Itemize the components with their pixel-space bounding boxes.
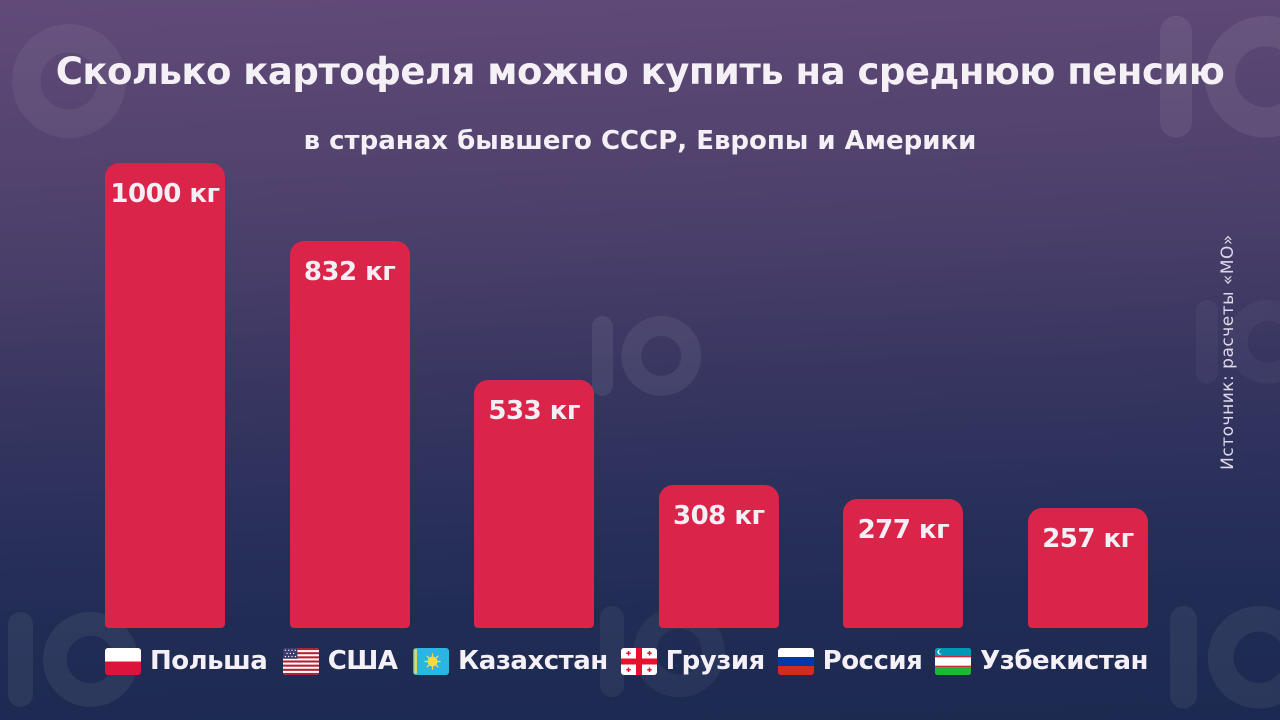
category-label-poland: Польша [105,638,268,684]
logo-watermark-stem [1170,606,1197,709]
bar-poland: 1000 кг [105,163,225,628]
bar-column-poland: 1000 кг [105,163,225,628]
logo-watermark [0,24,126,138]
bar-value-label: 308 кг [673,501,765,531]
georgia-flag-icon [620,647,657,675]
logo-watermark-ring [1207,606,1280,709]
bar-value-label: 1000 кг [110,179,220,209]
category-label-russia: Россия [777,638,923,684]
category-row: Польша США Казахстан Грузия Россия Узбекистан [105,638,1148,684]
category-label-usa: США [280,638,400,684]
poland-flag-icon [105,647,141,675]
category-name: Узбекистан [980,646,1148,676]
category-name: Польша [150,646,268,676]
bar-uzbekistan: 257 кг [1027,508,1148,628]
source-note: Источник: расчеты «МО» [1218,234,1238,470]
bar-usa: 832 кг [289,241,410,628]
logo-watermark [1196,300,1280,384]
logo-watermark-stem [8,612,33,707]
logo-watermark [592,316,702,396]
bar-column-kazakhstan: 533 кг [474,163,595,628]
chart-subtitle: в странах бывшего СССР, Европы и Америки [303,126,977,156]
bar-column-usa: 832 кг [289,163,410,628]
bar-value-label: 832 кг [303,257,396,287]
uzbekistan-flag-icon [935,647,972,675]
logo-watermark [1170,606,1280,709]
logo-watermark-stem [592,316,613,396]
bar-column-georgia: 308 кг [658,163,779,628]
logo-watermark-stem [600,606,624,698]
logo-watermark-stem [1196,300,1218,384]
bar-value-label: 533 кг [488,396,580,426]
category-label-uzbekistan: Узбекистан [935,638,1148,684]
logo-watermark [1160,16,1280,138]
category-name: Россия [822,646,923,676]
logo-watermark-stem [1160,16,1192,138]
plot-area: 1000 кг 832 кг 533 кг 308 кг 277 кг 257 кг [105,163,1148,628]
russia-flag-icon [777,647,814,675]
category-name: Грузия [665,646,766,676]
category-label-kazakhstan: Казахстан [413,638,608,684]
chart-title: Сколько картофеля можно купить на средню… [55,50,1225,93]
bar-russia: 277 кг [843,499,964,628]
bar-column-uzbekistan: 257 кг [1027,163,1148,628]
category-name: Казахстан [458,646,608,676]
bar-value-label: 277 кг [857,515,950,545]
bar-column-russia: 277 кг [843,163,964,628]
bar-kazakhstan: 533 кг [474,380,595,628]
category-name: США [327,646,398,676]
bar-value-label: 257 кг [1042,524,1134,554]
usa-flag-icon [282,647,319,675]
category-label-georgia: Грузия [620,638,766,684]
kazakhstan-flag-icon [413,647,450,675]
bar-georgia: 308 кг [658,485,779,628]
